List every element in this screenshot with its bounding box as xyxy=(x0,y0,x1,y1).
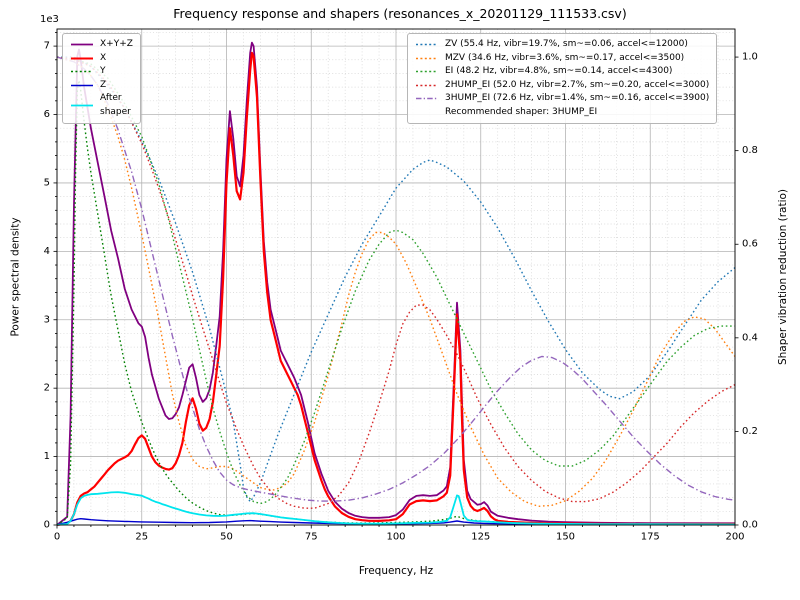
legend-label-x: X xyxy=(100,52,107,63)
series-group xyxy=(56,41,736,527)
y-right-tick-label: 0.2 xyxy=(742,426,758,437)
line-swatch-2hump-ei xyxy=(416,84,438,86)
x-tick-label: 200 xyxy=(725,531,744,542)
legend-item-z: Z xyxy=(70,79,133,93)
legend-item-2hump-ei: 2HUMP_EI (52.0 Hz, vibr=2.7%, sm~=0.20, … xyxy=(415,79,709,93)
legend-shapers: ZV (55.4 Hz, vibr=19.7%, sm~=0.06, accel… xyxy=(407,33,718,124)
y-right-tick-label: 1.0 xyxy=(742,52,758,63)
series-ZV xyxy=(57,56,736,503)
line-swatch-z xyxy=(71,84,93,86)
legend-item-after-shaper: After shaper xyxy=(70,92,133,119)
y-axis-label-left-wrap: Power spectral density xyxy=(4,0,28,554)
line-swatch-zv xyxy=(416,44,438,46)
x-tick-label: 150 xyxy=(556,531,575,542)
series-After-shaper xyxy=(56,491,736,526)
series-X xyxy=(56,51,735,527)
legend-label-y: Y xyxy=(100,66,106,76)
legend-item-zv: ZV (55.4 Hz, vibr=19.7%, sm~=0.06, accel… xyxy=(415,38,709,52)
line-swatch-3hump-ei xyxy=(416,98,438,100)
x-tick-label: 0 xyxy=(54,531,60,542)
y-right-tick-label: 0.6 xyxy=(742,239,758,250)
series-MZV xyxy=(56,56,736,507)
legend-label-xyz: X+Y+Z xyxy=(100,39,133,49)
y-right-tick-label: 0.8 xyxy=(742,145,758,156)
legend-item-x: X xyxy=(70,52,133,66)
y-left-tick-label: 5 xyxy=(44,177,50,188)
line-swatch-y xyxy=(71,71,93,73)
legend-item-xyz: X+Y+Z xyxy=(70,38,133,52)
line-swatch-x xyxy=(71,57,93,60)
y-axis-label-left: Power spectral density xyxy=(10,217,23,337)
series-3HUMP_EI xyxy=(56,56,736,502)
legend-label-ei: EI (48.2 Hz, vibr=4.8%, sm~=0.14, accel<… xyxy=(445,66,673,76)
y-left-tick-label: 0 xyxy=(44,520,50,531)
y-right-tick-label: 0.0 xyxy=(742,520,758,531)
series-Z xyxy=(56,518,736,526)
y-right-tick-label: 0.4 xyxy=(742,332,758,343)
tick-labels: 0 25 50 75 100 125 150 175 200 0 1 2 3 4 5 6 7 0.0 0.2 0.4 0… xyxy=(44,41,758,543)
line-swatch-mzv xyxy=(416,57,438,59)
legend-label-mzv: MZV (34.6 Hz, vibr=3.6%, sm~=0.17, accel… xyxy=(445,52,685,63)
legend-label-z: Z xyxy=(100,79,107,90)
tick-marks xyxy=(53,32,739,529)
y-axis-label-right: Shaper vibration reduction (ratio) xyxy=(777,188,789,366)
y-left-tick-label: 6 xyxy=(44,109,50,120)
legend-label-after-shaper: After shaper xyxy=(100,93,131,117)
x-tick-label: 25 xyxy=(135,531,148,542)
line-swatch-ei xyxy=(416,71,438,73)
x-tick-label: 75 xyxy=(305,531,318,542)
recommended-shaper-note: Recommended shaper: 3HUMP_EI xyxy=(445,106,598,117)
legend-item-ei: EI (48.2 Hz, vibr=4.8%, sm~=0.14, accel<… xyxy=(415,65,709,79)
x-tick-label: 50 xyxy=(220,531,233,542)
legend-item-3hump-ei: 3HUMP_EI (72.6 Hz, vibr=1.4%, sm~=0.16, … xyxy=(415,92,709,106)
legend-psd: X+Y+Z X Y Z After shaper xyxy=(62,33,141,124)
legend-label-2hump-ei: 2HUMP_EI (52.0 Hz, vibr=2.7%, sm~=0.20, … xyxy=(445,79,710,90)
chart-title: Frequency response and shapers (resonanc… xyxy=(173,6,627,21)
legend-label-zv: ZV (55.4 Hz, vibr=19.7%, sm~=0.06, accel… xyxy=(445,39,688,49)
legend-item-mzv: MZV (34.6 Hz, vibr=3.6%, sm~=0.17, accel… xyxy=(415,52,709,66)
y-left-tick-label: 2 xyxy=(44,383,50,394)
y-left-tick-label: 4 xyxy=(44,246,50,257)
y-axis-offset-label: 1e3 xyxy=(40,14,59,25)
y-left-tick-label: 7 xyxy=(44,41,50,52)
legend-label-3hump-ei: 3HUMP_EI (72.6 Hz, vibr=1.4%, sm~=0.16, … xyxy=(445,93,710,103)
x-axis-label: Frequency, Hz xyxy=(358,565,434,577)
y-axis-label-right-wrap: Shaper vibration reduction (ratio) xyxy=(771,0,795,554)
legend-item-y: Y xyxy=(70,65,133,79)
x-tick-label: 125 xyxy=(471,531,490,542)
y-left-tick-label: 1 xyxy=(44,451,50,462)
y-left-tick-label: 3 xyxy=(44,314,50,325)
x-tick-label: 100 xyxy=(386,531,405,542)
line-swatch-xyz xyxy=(71,43,93,46)
x-tick-label: 175 xyxy=(641,531,660,542)
line-swatch-after-shaper xyxy=(71,104,93,107)
legend-note-row: Recommended shaper: 3HUMP_EI xyxy=(415,106,709,120)
